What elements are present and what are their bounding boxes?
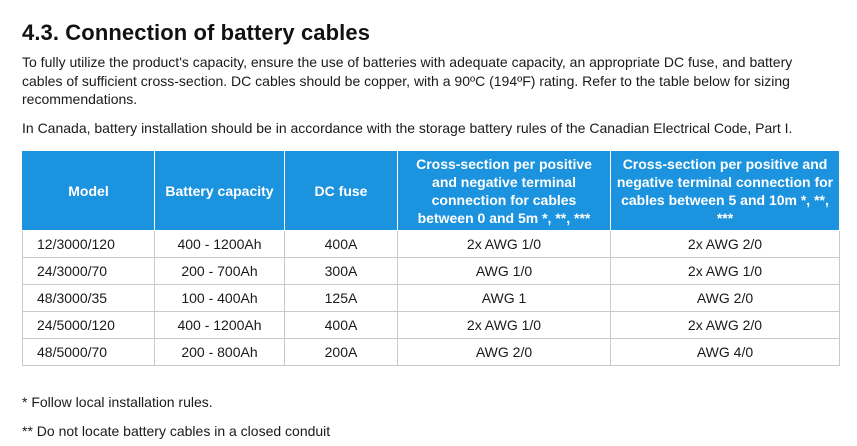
cell-model: 48/5000/70 — [22, 338, 155, 366]
table-row: 48/5000/70 200 - 800Ah 200A AWG 2/0 AWG … — [22, 338, 840, 366]
table-header-row: Model Battery capacity DC fuse Cross-sec… — [22, 150, 840, 231]
battery-cable-table: Model Battery capacity DC fuse Cross-sec… — [22, 150, 840, 366]
cell-model: 48/3000/35 — [22, 284, 155, 312]
canada-paragraph: In Canada, battery installation should b… — [22, 120, 793, 136]
cell-battery-capacity: 400 - 1200Ah — [154, 230, 285, 258]
cell-dc-fuse: 400A — [284, 230, 398, 258]
intro-paragraph: To fully utilize the product's capacity,… — [22, 54, 793, 107]
cell-cross-section-5-10m: 2x AWG 2/0 — [610, 311, 840, 339]
cell-cross-section-0-5m: 2x AWG 1/0 — [397, 311, 611, 339]
header-model: Model — [22, 150, 155, 231]
table-row: 12/3000/120 400 - 1200Ah 400A 2x AWG 1/0… — [22, 230, 840, 258]
cell-battery-capacity: 200 - 700Ah — [154, 257, 285, 285]
cell-cross-section-0-5m: 2x AWG 1/0 — [397, 230, 611, 258]
table-row: 48/3000/35 100 - 400Ah 125A AWG 1 AWG 2/… — [22, 284, 840, 312]
cell-model: 24/3000/70 — [22, 257, 155, 285]
header-cross-section-5-10m: Cross-section per positive and negative … — [610, 150, 840, 231]
cell-model: 12/3000/120 — [22, 230, 155, 258]
cell-cross-section-5-10m: 2x AWG 1/0 — [610, 257, 840, 285]
cell-cross-section-5-10m: 2x AWG 2/0 — [610, 230, 840, 258]
header-dc-fuse: DC fuse — [284, 150, 398, 231]
header-cross-section-0-5m: Cross-section per positive and negative … — [397, 150, 611, 231]
table-row: 24/5000/120 400 - 1200Ah 400A 2x AWG 1/0… — [22, 311, 840, 339]
cell-dc-fuse: 400A — [284, 311, 398, 339]
cell-cross-section-5-10m: AWG 4/0 — [610, 338, 840, 366]
footnote-local-rules: * Follow local installation rules. — [22, 394, 213, 410]
cell-cross-section-5-10m: AWG 2/0 — [610, 284, 840, 312]
footnote-closed-conduit: ** Do not locate battery cables in a clo… — [22, 423, 331, 439]
cell-battery-capacity: 200 - 800Ah — [154, 338, 285, 366]
cell-battery-capacity: 100 - 400Ah — [154, 284, 285, 312]
cell-cross-section-0-5m: AWG 2/0 — [397, 338, 611, 366]
cell-dc-fuse: 125A — [284, 284, 398, 312]
header-battery-capacity: Battery capacity — [154, 150, 285, 231]
cell-model: 24/5000/120 — [22, 311, 155, 339]
table-row: 24/3000/70 200 - 700Ah 300A AWG 1/0 2x A… — [22, 257, 840, 285]
cell-dc-fuse: 300A — [284, 257, 398, 285]
cell-dc-fuse: 200A — [284, 338, 398, 366]
cell-cross-section-0-5m: AWG 1/0 — [397, 257, 611, 285]
section-title: 4.3. Connection of battery cables — [22, 20, 371, 45]
cell-battery-capacity: 400 - 1200Ah — [154, 311, 285, 339]
cell-cross-section-0-5m: AWG 1 — [397, 284, 611, 312]
